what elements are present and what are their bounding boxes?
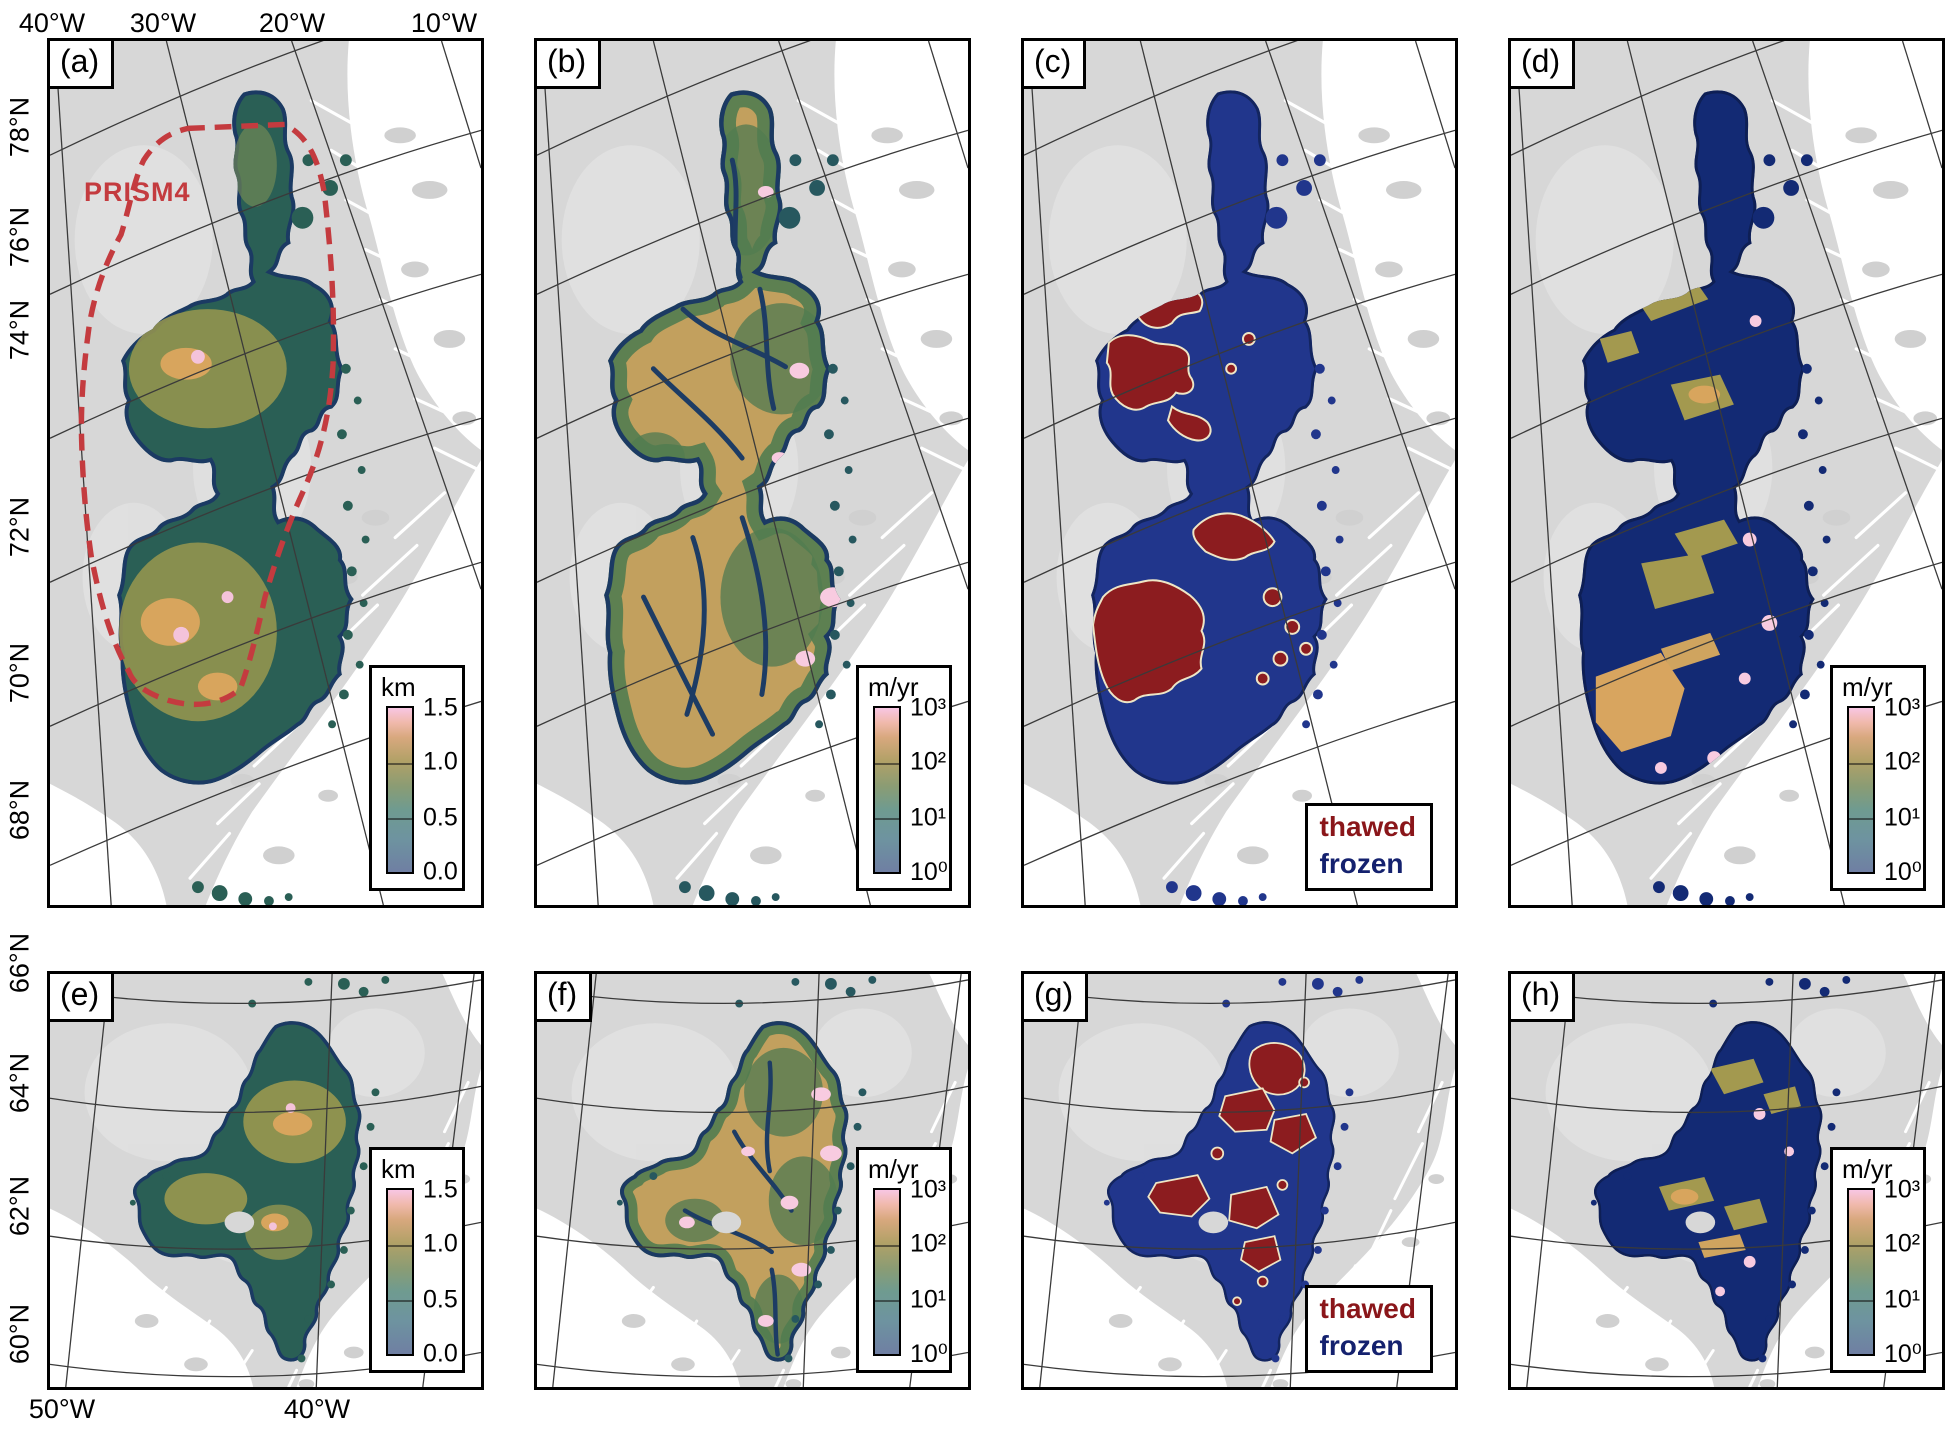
map-basal-state-s <box>1024 974 1455 1387</box>
panel-b: (b) m/yr 10³ 10² 10¹ 10⁰ <box>534 38 971 908</box>
colorbar-gradient <box>1847 1188 1875 1356</box>
colorbar-title: km <box>381 1154 416 1184</box>
map-velocity-s <box>537 974 968 1387</box>
lat-tick: 62°N <box>4 1175 35 1237</box>
panel-e: (e) km 1.5 1.0 0.5 0.0 <box>47 971 484 1390</box>
colorbar-velocity: m/yr 10³ 10² 10¹ 10⁰ <box>1830 1147 1926 1373</box>
lon-tick: 40°W <box>18 8 86 38</box>
panel-label-b: (b) <box>534 38 602 89</box>
panel-h: (h) m/yr 10³ 10² 10¹ 10⁰ <box>1508 971 1945 1390</box>
colorbar-velocity: m/yr 10³ 10² 10¹ 10⁰ <box>856 1147 952 1373</box>
colorbar-velocity: m/yr 10³ 10² 10¹ 10⁰ <box>856 665 952 891</box>
colorbar-gradient <box>386 706 414 874</box>
panel-label-d: (d) <box>1508 38 1576 89</box>
panel-label-c: (c) <box>1021 38 1087 89</box>
lat-tick: 66°N <box>4 932 35 994</box>
basal-state-legend: thawed frozen <box>1304 803 1433 891</box>
lat-tick: 64°N <box>4 1052 35 1114</box>
lat-tick: 74°N <box>4 299 35 361</box>
lat-tick: 70°N <box>4 642 35 704</box>
colorbar-title: m/yr <box>868 1154 919 1184</box>
panel-f: (f) m/yr 10³ 10² 10¹ 10⁰ <box>534 971 971 1390</box>
map-velocity-frozen-s <box>1511 974 1942 1387</box>
lat-tick: 60°N <box>4 1303 35 1365</box>
panel-label-e: (e) <box>47 971 115 1022</box>
prism4-label: PRISM4 <box>84 177 191 207</box>
map-ice-thickness-s <box>50 974 481 1387</box>
panel-label-h: (h) <box>1508 971 1576 1022</box>
map-basal-state-ne <box>1024 41 1455 905</box>
panel-label-f: (f) <box>534 971 593 1022</box>
legend-frozen: frozen <box>1319 847 1404 879</box>
panel-label-g: (g) <box>1021 971 1089 1022</box>
colorbar-gradient <box>873 706 901 874</box>
lat-tick: 68°N <box>4 779 35 841</box>
legend-thawed: thawed <box>1319 1293 1416 1325</box>
colorbar-thickness: km 1.5 1.0 0.5 0.0 <box>369 665 465 891</box>
basal-state-legend: thawed frozen <box>1304 1285 1433 1373</box>
legend-thawed: thawed <box>1319 811 1416 843</box>
legend-frozen: frozen <box>1319 1329 1404 1361</box>
lon-tick: 30°W <box>129 8 197 38</box>
colorbar-title: m/yr <box>868 672 919 702</box>
lat-tick: 78°N <box>4 96 35 158</box>
panel-d: (d) m/yr 10³ 10² 10¹ 10⁰ <box>1508 38 1945 908</box>
colorbar-title: m/yr <box>1842 1154 1893 1184</box>
colorbar-gradient <box>386 1188 414 1356</box>
colorbar-thickness: km 1.5 1.0 0.5 0.0 <box>369 1147 465 1373</box>
lon-tick: 20°W <box>258 8 326 38</box>
colorbar-velocity: m/yr 10³ 10² 10¹ 10⁰ <box>1830 665 1926 891</box>
panel-label-a: (a) <box>47 38 115 89</box>
lat-tick: 76°N <box>4 206 35 268</box>
lon-tick: 50°W <box>28 1394 96 1424</box>
lat-tick: 72°N <box>4 496 35 558</box>
lon-tick: 40°W <box>283 1394 351 1424</box>
colorbar-gradient <box>1847 706 1875 874</box>
lon-tick: 10°W <box>410 8 478 38</box>
panel-c: (c) thawed frozen <box>1021 38 1458 908</box>
colorbar-title: km <box>381 672 416 702</box>
colorbar-title: m/yr <box>1842 672 1893 702</box>
colorbar-gradient <box>873 1188 901 1356</box>
panel-g: (g) thawed frozen <box>1021 971 1458 1390</box>
panel-a: PRISM4 (a) km 1.5 1.0 0.5 0.0 <box>47 38 484 908</box>
map-ice-thickness-ne <box>50 41 481 905</box>
